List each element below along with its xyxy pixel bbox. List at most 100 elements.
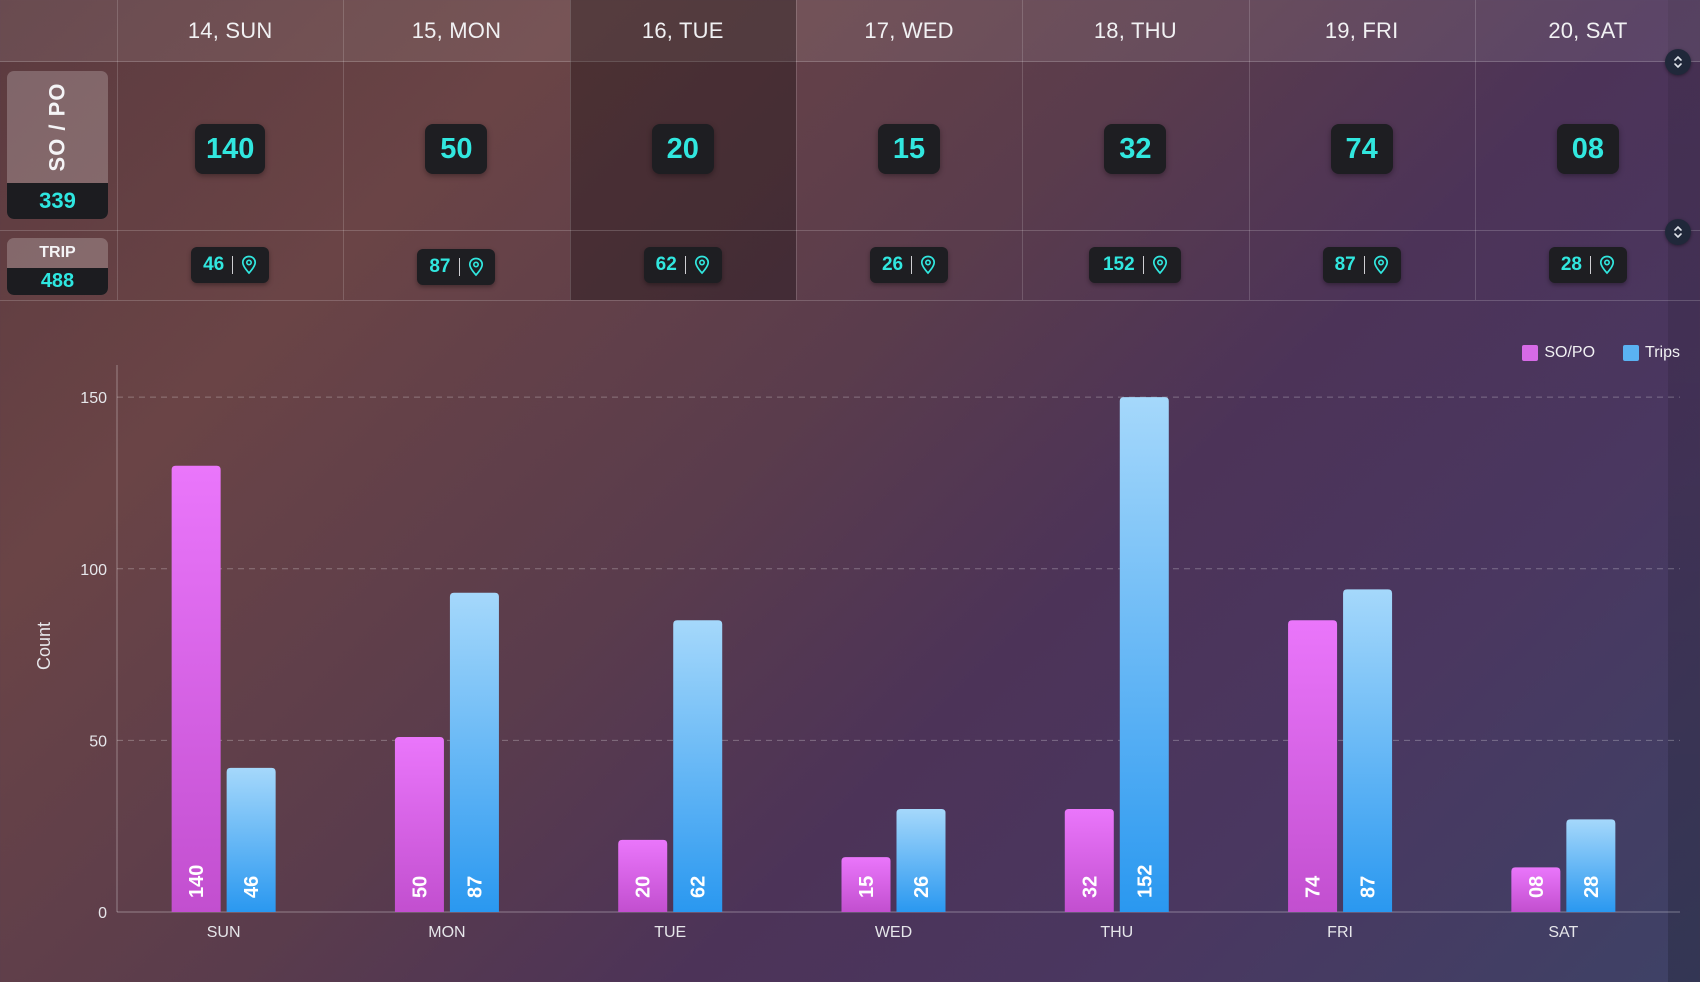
x-tick-label: MON	[428, 924, 465, 941]
sopo-count-pill[interactable]: 20	[651, 124, 714, 174]
trip-count-pill[interactable]: 87	[417, 249, 496, 285]
trips-bar-label: 28	[1581, 876, 1603, 898]
day-header[interactable]: 16, TUE	[641, 18, 724, 43]
trips-bar-label: 152	[1134, 865, 1156, 898]
trip-count-value: 87	[429, 256, 451, 277]
pill-separator	[1363, 256, 1365, 274]
column-divider	[1022, 0, 1024, 300]
y-tick-label: 100	[80, 562, 107, 579]
column-divider	[569, 0, 571, 300]
trip-row-label[interactable]: TRIP 488	[7, 238, 108, 295]
legend-swatch-sopo	[1522, 345, 1539, 361]
sopo-count-pill[interactable]: 32	[1104, 124, 1167, 174]
sopo-bar	[394, 736, 444, 912]
sopo-bar-label: 20	[633, 876, 655, 898]
day-header[interactable]: 15, MON	[411, 18, 502, 43]
column-divider	[1474, 0, 1476, 300]
trips-bar-label: 46	[241, 876, 263, 898]
trips-bar	[896, 809, 946, 912]
sopo-label: SO / PO	[7, 71, 108, 183]
day-header[interactable]: 19, FRI	[1324, 18, 1399, 43]
trip-count-value: 62	[655, 254, 677, 275]
sopo-bar-label: 50	[409, 876, 431, 898]
y-axis-label: Count	[34, 622, 54, 670]
y-tick-label: 50	[89, 733, 107, 750]
trips-bar	[1119, 397, 1169, 913]
trip-count-value: 87	[1334, 254, 1356, 275]
trips-bar	[673, 620, 723, 912]
legend-item-trips[interactable]: Trips	[1623, 344, 1680, 362]
day-header-row	[0, 0, 1700, 62]
sopo-bar-label: 08	[1526, 876, 1548, 898]
trip-count-value: 28	[1560, 254, 1582, 275]
sopo-count-pill[interactable]: 50	[425, 124, 488, 174]
location-pin-icon	[468, 257, 484, 277]
trip-count-pill[interactable]: 26	[870, 247, 949, 283]
x-tick-label: TUE	[654, 924, 686, 941]
trips-bar	[1343, 589, 1393, 912]
sopo-count-pill[interactable]: 08	[1556, 124, 1619, 174]
y-tick-label: 0	[98, 905, 107, 922]
trip-count-value: 46	[203, 254, 225, 275]
legend-label-sopo: SO/PO	[1544, 344, 1596, 361]
trip-total: 488	[7, 268, 108, 295]
chevron-up-down-icon	[1674, 225, 1682, 239]
location-pin-icon	[1599, 255, 1615, 275]
expand-trip-button[interactable]	[1665, 219, 1691, 245]
day-header[interactable]: 20, SAT	[1548, 18, 1628, 43]
trip-count-pill[interactable]: 46	[191, 247, 270, 283]
chevron-up-down-icon	[1674, 55, 1682, 69]
legend-item-sopo[interactable]: SO/PO	[1522, 344, 1595, 362]
sopo-row-label[interactable]: SO / PO 339	[7, 71, 108, 219]
sopo-bar	[1064, 809, 1114, 912]
chart-legend: SO/PO Trips	[1522, 344, 1680, 362]
x-tick-label: THU	[1100, 924, 1133, 941]
trip-count-pill[interactable]: 28	[1548, 247, 1627, 283]
pill-separator	[1590, 256, 1591, 274]
trip-count-value: 152	[1102, 254, 1135, 275]
pill-separator	[1142, 256, 1144, 274]
trips-bar-label: 62	[688, 876, 710, 898]
pill-separator	[911, 256, 913, 274]
sopo-bar-label: 74	[1303, 875, 1325, 898]
x-tick-label: SUN	[207, 924, 241, 941]
location-pin-icon	[1152, 255, 1168, 275]
trip-count-pill[interactable]: 152	[1089, 247, 1182, 283]
day-header[interactable]: 17, WED	[864, 18, 954, 43]
trips-bar	[226, 767, 276, 912]
scrollbar-track[interactable]	[1668, 0, 1700, 982]
sopo-bar	[841, 857, 891, 912]
row-divider	[0, 300, 1700, 301]
location-pin-icon	[241, 255, 257, 275]
x-tick-label: SAT	[1548, 924, 1578, 941]
day-header[interactable]: 18, THU	[1093, 18, 1177, 43]
sopo-bar	[171, 465, 221, 912]
trip-count-pill[interactable]: 87	[1322, 247, 1401, 283]
sopo-label-text: SO / PO	[44, 82, 70, 172]
sopo-bar	[1511, 867, 1561, 912]
sopo-total: 339	[7, 183, 108, 219]
column-divider	[795, 0, 797, 300]
trips-bar	[449, 592, 499, 912]
trip-label: TRIP	[39, 244, 76, 261]
legend-swatch-trips	[1623, 345, 1640, 361]
expand-sopo-button[interactable]	[1665, 49, 1691, 75]
trips-bar-label: 87	[464, 876, 486, 898]
legend-label-trips: Trips	[1645, 344, 1680, 361]
x-tick-label: WED	[875, 924, 912, 941]
sopo-bar-label: 32	[1079, 876, 1101, 898]
pill-separator	[684, 256, 686, 274]
sopo-count-pill[interactable]: 15	[878, 124, 941, 174]
bar-chart: 0 50 100 150 Count SUN 140 46 MON 50 87 TUE 20 62 WED 1…	[34, 365, 1680, 941]
trips-bar	[1566, 819, 1616, 912]
sopo-count-pill[interactable]: 140	[195, 124, 266, 174]
sopo-count-pill[interactable]: 74	[1330, 124, 1393, 174]
trips-bar-label: 26	[911, 876, 933, 898]
column-divider	[343, 0, 345, 300]
row-divider	[0, 230, 1700, 231]
y-tick-label: 150	[80, 390, 107, 407]
trip-count-pill[interactable]: 62	[643, 247, 722, 283]
pill-separator	[232, 256, 234, 274]
day-header[interactable]: 14, SUN	[187, 18, 273, 43]
sopo-bar-label: 15	[856, 876, 878, 898]
